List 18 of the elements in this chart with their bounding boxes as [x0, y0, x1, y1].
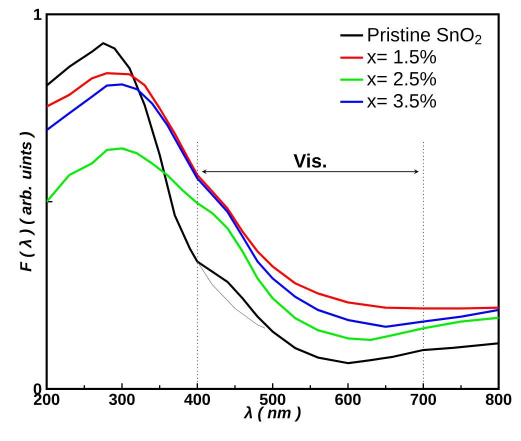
legend-label: Pristine SnO$_{2}$: [368, 27, 482, 44]
annotation: Vis.: [294, 154, 326, 168]
x-tick-label: 400: [184, 394, 210, 406]
y-tick-label: 1: [34, 8, 42, 20]
legend-label: x= 2.5%: [367, 72, 436, 86]
y-tick-label: 0: [34, 383, 42, 395]
line-series: [46, 147, 499, 341]
line-series: [197, 261, 266, 329]
x-tick-label: 600: [335, 394, 361, 406]
x-tick-label: 200: [34, 394, 60, 406]
y-axis-title: F ( λ ) ( arb. uints ): [19, 132, 35, 272]
x-tick-label: 300: [109, 394, 135, 406]
legend-label: x= 3.5%: [367, 94, 436, 108]
legend-label: x= 1.5%: [367, 50, 436, 64]
x-tick-label: 800: [486, 394, 512, 406]
x-tick-label: 500: [260, 394, 286, 406]
x-tick-label: 700: [410, 394, 436, 406]
x-axis-title: λ ( nm ): [244, 406, 301, 422]
